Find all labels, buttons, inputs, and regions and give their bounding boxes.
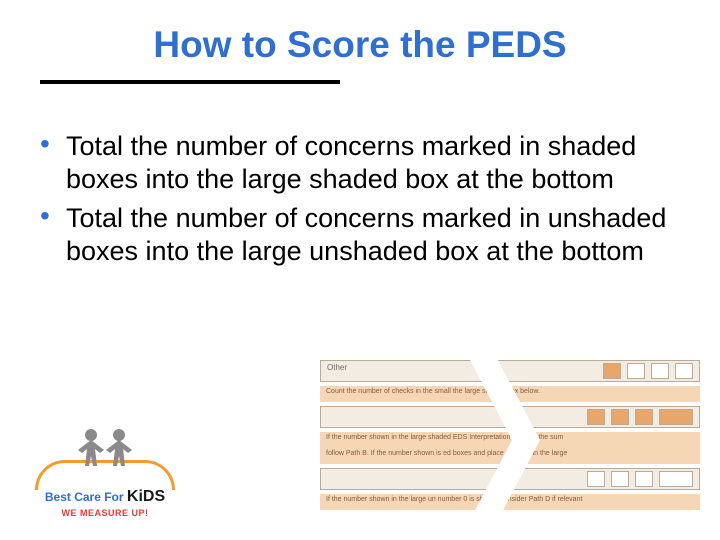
child-figure-icon — [102, 428, 136, 468]
logo-tagline: WE MEASURE UP! — [20, 508, 190, 518]
bullet-item: Total the number of concerns marked in s… — [38, 130, 678, 196]
title-underline — [40, 80, 340, 84]
shaded-box — [611, 409, 629, 425]
peds-form-excerpt: Other Count the number of checks in the … — [320, 360, 700, 520]
form-checkboxes — [587, 471, 693, 487]
logo-word-kids: KiDS — [127, 488, 165, 505]
form-checkboxes — [603, 363, 693, 379]
logo-brand-text: Best Care For KiDS — [20, 488, 190, 506]
large-unshaded-box — [659, 471, 693, 487]
bullet-text: Total the number of concerns marked in s… — [66, 130, 678, 196]
slide-title: How to Score the PEDS — [0, 24, 720, 66]
unshaded-box — [627, 363, 645, 379]
logo-word-best: Best Care For — [45, 490, 124, 504]
shaded-box — [635, 409, 653, 425]
bullet-item: Total the number of concerns marked in u… — [38, 202, 678, 268]
unshaded-box — [651, 363, 669, 379]
bullet-text: Total the number of concerns marked in u… — [66, 202, 678, 268]
unshaded-box — [635, 471, 653, 487]
shaded-box — [603, 363, 621, 379]
bullet-list: Total the number of concerns marked in s… — [38, 130, 678, 274]
unshaded-box — [675, 363, 693, 379]
best-care-for-kids-logo: Best Care For KiDS WE MEASURE UP! — [20, 428, 190, 518]
slide: How to Score the PEDS Total the number o… — [0, 0, 720, 540]
form-checkboxes — [587, 409, 693, 425]
unshaded-box — [611, 471, 629, 487]
strip-text: If the number shown in the large un numb… — [326, 496, 582, 503]
large-shaded-box — [659, 409, 693, 425]
form-row-label: Other — [327, 363, 347, 372]
shaded-box — [587, 409, 605, 425]
unshaded-box — [587, 471, 605, 487]
logo-figures — [20, 428, 190, 468]
form-row-other: Other — [320, 360, 700, 382]
